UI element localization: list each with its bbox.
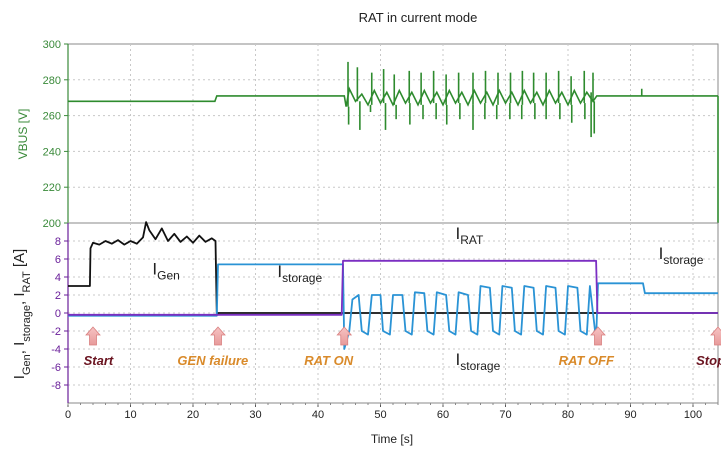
bottom-y-tick-label: 8 [55,236,61,248]
event-arrow-icon [210,326,226,346]
series-line-gen [68,221,718,316]
top-y-tick-label: 200 [43,218,61,230]
x-tick-label: 70 [499,409,511,421]
bottom-y-tick-label: 6 [55,254,61,266]
x-tick-label: 50 [374,409,386,421]
top-y-tick-label: 220 [43,182,61,194]
bottom-y-tick-label: -8 [51,380,61,392]
bottom-y-tick-label: 0 [55,308,61,320]
event-label: Start [84,353,114,368]
bottom-y-tick-label: 4 [55,272,61,284]
event-arrow-icon [336,326,353,346]
x-tick-label: 100 [684,409,702,421]
x-tick-label: 30 [249,409,261,421]
chart-title: RAT in current mode [359,10,478,25]
series-line-storage [68,263,718,350]
bottom-panel-y-ticks: 8 6 4 2 0 -2 -4 -6 -8 [51,223,69,403]
series-annotation: Istorage [277,262,322,285]
event-label: GEN failure [177,353,248,368]
bottom-y-tick-label: -2 [51,326,61,338]
top-y-tick-label: 260 [43,111,61,123]
x-tick-label: 0 [65,409,71,421]
bottom-y-tick-label: 2 [55,290,61,302]
event-markers: Start GEN failure RAT ON RAT OFF Stop [84,326,721,368]
x-tick-label: 60 [437,409,449,421]
top-y-tick-label: 300 [43,39,61,51]
x-tick-label: 80 [562,409,574,421]
current-series [68,221,718,350]
series-annotation: Istorage [659,244,704,267]
event-label: RAT ON [304,353,353,368]
vbus-line [68,86,718,107]
event-arrow-icon [590,326,606,346]
x-axis-ticks: 0 10 20 30 40 50 60 70 80 90 100 [65,403,719,421]
top-panel-grid [68,44,718,223]
top-panel-y-ticks: 300 280 260 240 220 200 [43,39,69,230]
series-annotation: Istorage [456,350,501,373]
x-tick-label: 90 [624,409,636,421]
x-axis-label: Time [s] [371,432,413,446]
bottom-y-tick-label: -6 [51,362,61,374]
x-tick-label: 20 [187,409,199,421]
top-panel-frame [67,43,719,224]
bottom-y-axis-label: IGen, Istorage, IRAT [A] [11,249,33,379]
x-tick-label: 10 [124,409,136,421]
top-y-tick-label: 240 [43,146,61,158]
series-annotation: IRAT [456,224,485,247]
top-y-axis-label: VBUS [V] [16,109,30,160]
top-y-tick-label: 280 [43,75,61,87]
event-arrow-icon [710,326,721,346]
x-tick-label: 40 [312,409,324,421]
vbus-series [68,61,719,223]
bottom-y-tick-label: -4 [51,344,61,356]
event-label: RAT OFF [559,353,615,368]
current-annotations: IGen Istorage IRAT Istorage Istorage [152,224,703,373]
event-arrow-icon [85,326,101,346]
series-line-rat [68,259,718,316]
series-annotation: IGen [152,259,179,282]
event-label: Stop [696,353,721,368]
bottom-y-axis-label-text: IGen, Istorage, IRAT [A] [11,249,33,379]
